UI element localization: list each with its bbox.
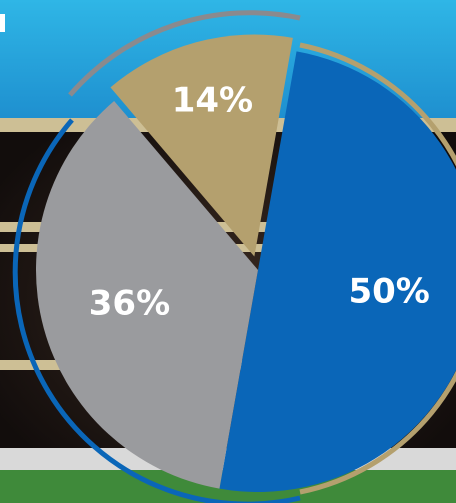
slice-label: 14% <box>172 81 253 121</box>
slice-label: 50% <box>348 272 429 312</box>
slice-label: 36% <box>89 283 170 323</box>
pie-slice <box>110 34 293 257</box>
pie: 50% 36% 14% <box>35 34 456 492</box>
decorative-rings <box>12 10 456 503</box>
pie-slice <box>219 51 456 492</box>
pie-slice <box>35 100 259 489</box>
